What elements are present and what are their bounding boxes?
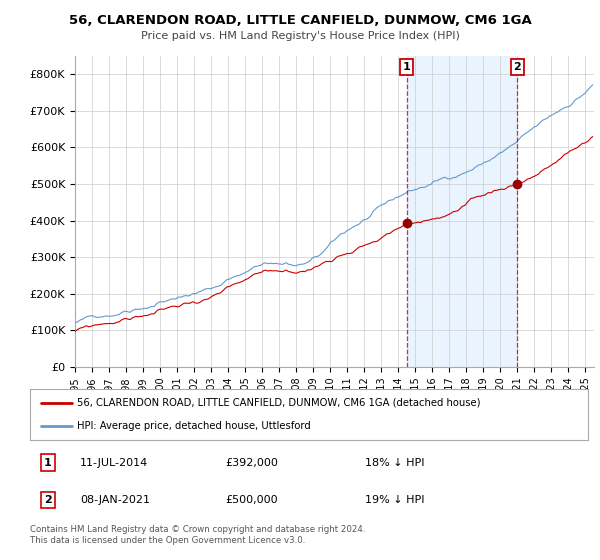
- Text: Price paid vs. HM Land Registry's House Price Index (HPI): Price paid vs. HM Land Registry's House …: [140, 31, 460, 41]
- Bar: [407, 56, 517, 367]
- Text: 1: 1: [403, 62, 410, 72]
- Text: £500,000: £500,000: [226, 496, 278, 505]
- Text: Contains HM Land Registry data © Crown copyright and database right 2024.
This d: Contains HM Land Registry data © Crown c…: [30, 525, 365, 545]
- Text: 2: 2: [44, 496, 52, 505]
- Text: £392,000: £392,000: [226, 458, 278, 468]
- Text: HPI: Average price, detached house, Uttlesford: HPI: Average price, detached house, Uttl…: [77, 421, 311, 431]
- Text: 56, CLARENDON ROAD, LITTLE CANFIELD, DUNMOW, CM6 1GA: 56, CLARENDON ROAD, LITTLE CANFIELD, DUN…: [68, 14, 532, 27]
- Text: 08-JAN-2021: 08-JAN-2021: [80, 496, 150, 505]
- Text: 18% ↓ HPI: 18% ↓ HPI: [365, 458, 424, 468]
- Text: 1: 1: [44, 458, 52, 468]
- Text: 19% ↓ HPI: 19% ↓ HPI: [365, 496, 424, 505]
- Text: 56, CLARENDON ROAD, LITTLE CANFIELD, DUNMOW, CM6 1GA (detached house): 56, CLARENDON ROAD, LITTLE CANFIELD, DUN…: [77, 398, 481, 408]
- Text: 11-JUL-2014: 11-JUL-2014: [80, 458, 148, 468]
- Text: 2: 2: [514, 62, 521, 72]
